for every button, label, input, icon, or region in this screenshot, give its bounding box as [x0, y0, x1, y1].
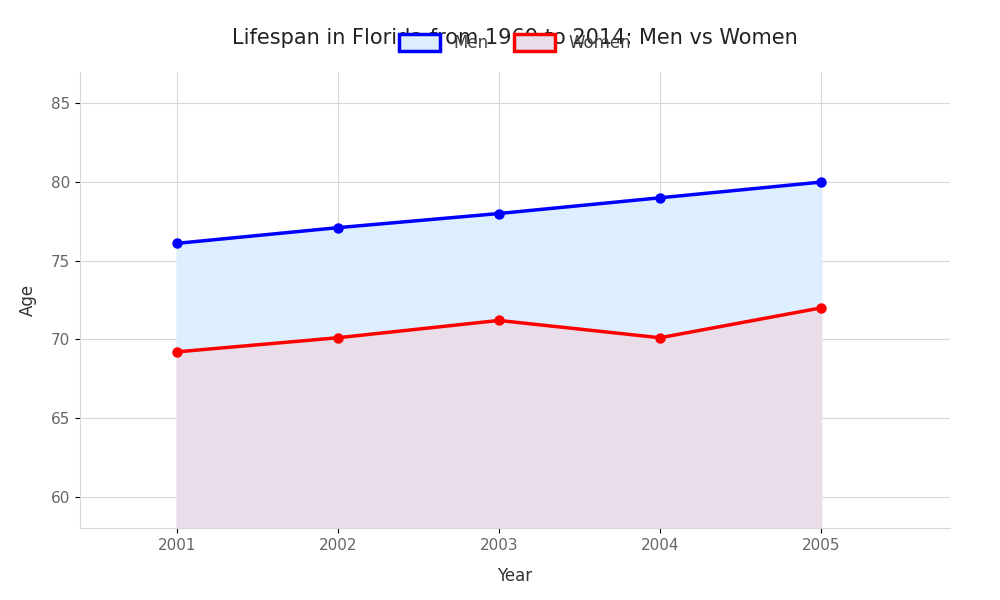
Women — [654, 334, 666, 341]
Women — [815, 304, 827, 311]
Men — [493, 210, 505, 217]
Title: Lifespan in Florida from 1969 to 2014: Men vs Women: Lifespan in Florida from 1969 to 2014: M… — [232, 28, 798, 48]
Women — [493, 317, 505, 324]
Y-axis label: Age: Age — [19, 284, 37, 316]
X-axis label: Year: Year — [497, 566, 533, 584]
Line: Men: Men — [172, 178, 825, 248]
Men — [171, 240, 183, 247]
Men — [332, 224, 344, 231]
Line: Women: Women — [172, 304, 825, 356]
Women — [332, 334, 344, 341]
Men — [815, 178, 827, 185]
Women — [171, 348, 183, 355]
Legend: Men, Women: Men, Women — [390, 26, 640, 61]
Men — [654, 194, 666, 202]
